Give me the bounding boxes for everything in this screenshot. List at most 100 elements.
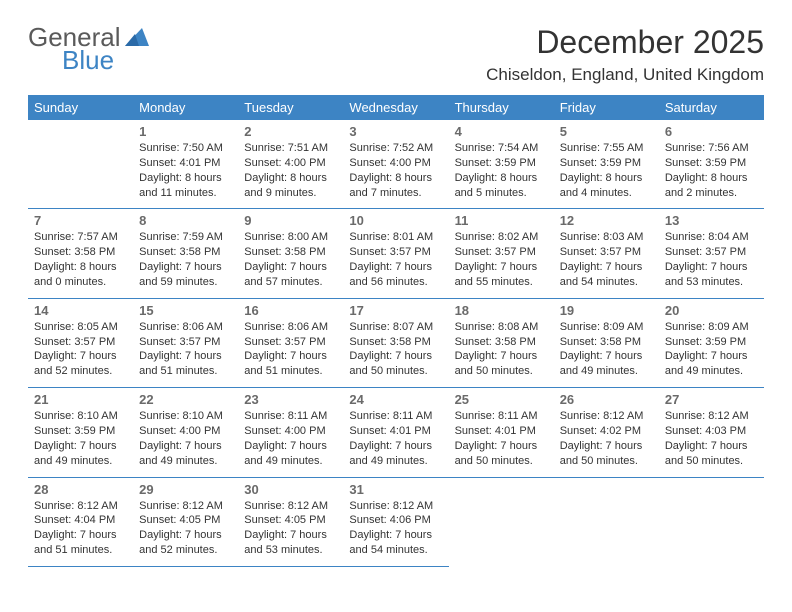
day-number: 4 [455, 124, 548, 139]
sunrise-text: Sunrise: 8:12 AM [665, 409, 758, 424]
logo-triangle-icon [125, 28, 149, 51]
sunset-text: Sunset: 4:03 PM [665, 424, 758, 439]
sunset-text: Sunset: 4:00 PM [349, 156, 442, 171]
calendar-cell: 5Sunrise: 7:55 AMSunset: 3:59 PMDaylight… [554, 120, 659, 209]
sunset-text: Sunset: 4:05 PM [244, 513, 337, 528]
daylight-text: Daylight: 7 hours and 49 minutes. [349, 439, 442, 469]
calendar-cell: 10Sunrise: 8:01 AMSunset: 3:57 PMDayligh… [343, 209, 448, 298]
calendar-cell: 19Sunrise: 8:09 AMSunset: 3:58 PMDayligh… [554, 298, 659, 387]
day-number: 11 [455, 213, 548, 228]
calendar-row: 28Sunrise: 8:12 AMSunset: 4:04 PMDayligh… [28, 477, 764, 566]
sunset-text: Sunset: 4:01 PM [139, 156, 232, 171]
calendar-cell: 21Sunrise: 8:10 AMSunset: 3:59 PMDayligh… [28, 388, 133, 477]
sunrise-text: Sunrise: 8:10 AM [139, 409, 232, 424]
sunset-text: Sunset: 3:58 PM [139, 245, 232, 260]
calendar-cell: 15Sunrise: 8:06 AMSunset: 3:57 PMDayligh… [133, 298, 238, 387]
sunrise-text: Sunrise: 7:52 AM [349, 141, 442, 156]
daylight-text: Daylight: 7 hours and 52 minutes. [34, 349, 127, 379]
day-number: 8 [139, 213, 232, 228]
daylight-text: Daylight: 7 hours and 49 minutes. [665, 349, 758, 379]
calendar-cell: 11Sunrise: 8:02 AMSunset: 3:57 PMDayligh… [449, 209, 554, 298]
day-number: 7 [34, 213, 127, 228]
sunrise-text: Sunrise: 8:11 AM [455, 409, 548, 424]
calendar-cell: 6 Sunrise: 7:56 AMSunset: 3:59 PMDaylight… [659, 120, 764, 209]
day-number: 18 [455, 303, 548, 318]
calendar-cell: 2Sunrise: 7:51 AMSunset: 4:00 PMDaylight… [238, 120, 343, 209]
calendar-cell [28, 120, 133, 209]
daylight-text: Daylight: 7 hours and 50 minutes. [665, 439, 758, 469]
sunset-text: Sunset: 4:04 PM [34, 513, 127, 528]
day-number: 26 [560, 392, 653, 407]
title-block: December 2025 Chiseldon, England, United… [486, 24, 764, 85]
daylight-text: Daylight: 7 hours and 52 minutes. [139, 528, 232, 558]
sunrise-text: Sunrise: 8:06 AM [139, 320, 232, 335]
sunrise-text: Sunrise: 8:12 AM [349, 499, 442, 514]
header: General Blue December 2025 Chiseldon, En… [28, 24, 764, 85]
daylight-text: Daylight: 8 hours and 7 minutes. [349, 171, 442, 201]
calendar-cell: 25Sunrise: 8:11 AMSunset: 4:01 PMDayligh… [449, 388, 554, 477]
calendar-body: 1Sunrise: 7:50 AMSunset: 4:01 PMDaylight… [28, 120, 764, 566]
calendar-cell: 9Sunrise: 8:00 AMSunset: 3:58 PMDaylight… [238, 209, 343, 298]
month-title: December 2025 [486, 24, 764, 61]
calendar-cell: 27Sunrise: 8:12 AMSunset: 4:03 PMDayligh… [659, 388, 764, 477]
calendar-cell: 12Sunrise: 8:03 AMSunset: 3:57 PMDayligh… [554, 209, 659, 298]
sunrise-text: Sunrise: 7:56 AM [665, 141, 758, 156]
sunrise-text: Sunrise: 8:00 AM [244, 230, 337, 245]
weekday-header: Monday [133, 95, 238, 120]
calendar-cell [449, 477, 554, 566]
sunset-text: Sunset: 4:00 PM [244, 424, 337, 439]
day-number: 10 [349, 213, 442, 228]
sunset-text: Sunset: 4:01 PM [349, 424, 442, 439]
sunrise-text: Sunrise: 8:09 AM [560, 320, 653, 335]
day-number: 25 [455, 392, 548, 407]
sunset-text: Sunset: 3:57 PM [34, 335, 127, 350]
calendar-row: 1Sunrise: 7:50 AMSunset: 4:01 PMDaylight… [28, 120, 764, 209]
calendar-cell: 1Sunrise: 7:50 AMSunset: 4:01 PMDaylight… [133, 120, 238, 209]
sunset-text: Sunset: 3:58 PM [349, 335, 442, 350]
day-number: 12 [560, 213, 653, 228]
calendar-row: 7Sunrise: 7:57 AMSunset: 3:58 PMDaylight… [28, 209, 764, 298]
calendar-cell [554, 477, 659, 566]
day-number: 16 [244, 303, 337, 318]
sunrise-text: Sunrise: 8:12 AM [244, 499, 337, 514]
daylight-text: Daylight: 7 hours and 53 minutes. [244, 528, 337, 558]
sunset-text: Sunset: 3:59 PM [665, 156, 758, 171]
daylight-text: Daylight: 7 hours and 49 minutes. [244, 439, 337, 469]
calendar-row: 14Sunrise: 8:05 AMSunset: 3:57 PMDayligh… [28, 298, 764, 387]
day-number: 6 [665, 124, 758, 139]
weekday-header: Tuesday [238, 95, 343, 120]
weekday-header: Wednesday [343, 95, 448, 120]
sunrise-text: Sunrise: 8:11 AM [244, 409, 337, 424]
sunset-text: Sunset: 3:57 PM [349, 245, 442, 260]
sunset-text: Sunset: 3:57 PM [244, 335, 337, 350]
sunset-text: Sunset: 3:58 PM [244, 245, 337, 260]
weekday-header: Thursday [449, 95, 554, 120]
daylight-text: Daylight: 7 hours and 54 minutes. [349, 528, 442, 558]
day-number: 13 [665, 213, 758, 228]
day-number: 24 [349, 392, 442, 407]
sunset-text: Sunset: 4:00 PM [244, 156, 337, 171]
sunrise-text: Sunrise: 8:08 AM [455, 320, 548, 335]
daylight-text: Daylight: 7 hours and 59 minutes. [139, 260, 232, 290]
sunset-text: Sunset: 3:58 PM [560, 335, 653, 350]
calendar-cell: 3Sunrise: 7:52 AMSunset: 4:00 PMDaylight… [343, 120, 448, 209]
day-number: 30 [244, 482, 337, 497]
day-number: 5 [560, 124, 653, 139]
daylight-text: Daylight: 7 hours and 55 minutes. [455, 260, 548, 290]
sunrise-text: Sunrise: 7:59 AM [139, 230, 232, 245]
day-number: 17 [349, 303, 442, 318]
daylight-text: Daylight: 8 hours and 2 minutes. [665, 171, 758, 201]
sunset-text: Sunset: 3:59 PM [665, 335, 758, 350]
sunrise-text: Sunrise: 8:05 AM [34, 320, 127, 335]
weekday-header: Sunday [28, 95, 133, 120]
sunrise-text: Sunrise: 8:12 AM [560, 409, 653, 424]
daylight-text: Daylight: 7 hours and 49 minutes. [560, 349, 653, 379]
day-number: 9 [244, 213, 337, 228]
calendar-cell: 7Sunrise: 7:57 AMSunset: 3:58 PMDaylight… [28, 209, 133, 298]
day-number: 15 [139, 303, 232, 318]
sunrise-text: Sunrise: 7:50 AM [139, 141, 232, 156]
daylight-text: Daylight: 7 hours and 56 minutes. [349, 260, 442, 290]
daylight-text: Daylight: 7 hours and 50 minutes. [455, 439, 548, 469]
daylight-text: Daylight: 7 hours and 50 minutes. [560, 439, 653, 469]
calendar-cell: 24Sunrise: 8:11 AMSunset: 4:01 PMDayligh… [343, 388, 448, 477]
